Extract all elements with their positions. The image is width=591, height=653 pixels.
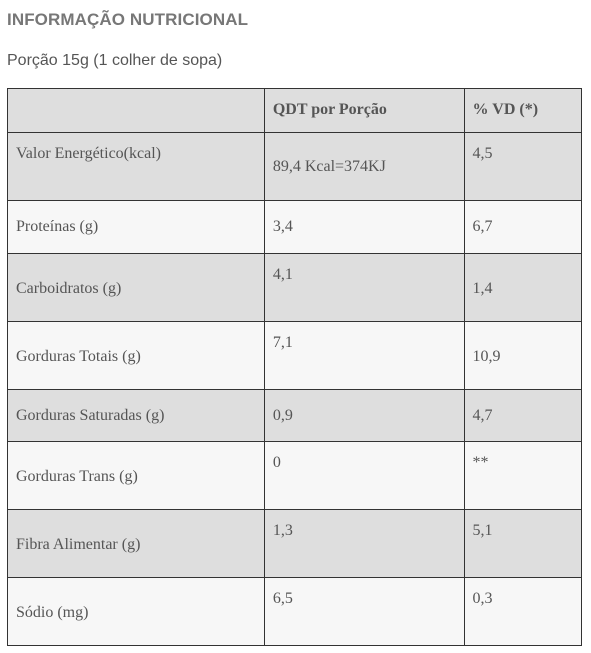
portion-text: Porção 15g (1 colher de sopa) <box>7 52 223 69</box>
header-blank-cell <box>7 88 265 133</box>
table-row: Gorduras Totais (g) 7,1 10,9 <box>7 321 583 390</box>
table-row: Gorduras Trans (g) 0 ** <box>7 441 583 510</box>
page-title: INFORMAÇÃO NUTRICIONAL <box>7 10 249 29</box>
header-vd: % VD (*) <box>463 88 583 133</box>
nutrient-qty: 0 <box>263 441 465 510</box>
nutrient-name: Sódio (mg) <box>7 577 265 646</box>
table-row: Gorduras Saturadas (g) 0,9 4,7 <box>7 389 583 442</box>
nutrient-vd: 6,7 <box>463 200 583 254</box>
nutrient-qty: 0,9 <box>263 389 465 442</box>
nutrient-qty: 1,3 <box>263 509 465 578</box>
table-row: Carboidratos (g) 4,1 1,4 <box>7 253 583 322</box>
nutrient-vd: 0,3 <box>463 577 583 646</box>
nutrient-name: Proteínas (g) <box>7 200 265 254</box>
nutrient-name: Valor Energético(kcal) <box>7 132 265 201</box>
nutrient-vd: 10,9 <box>463 321 583 390</box>
table-header-row: QDT por Porção % VD (*) <box>7 88 583 133</box>
nutrient-name: Gorduras Saturadas (g) <box>7 389 265 442</box>
nutrient-qty: 6,5 <box>263 577 465 646</box>
table-row: Valor Energético(kcal) 89,4 Kcal=374KJ 4… <box>7 132 583 201</box>
nutrient-name: Gorduras Totais (g) <box>7 321 265 390</box>
nutrient-vd: ** <box>463 441 583 510</box>
nutrition-table: QDT por Porção % VD (*) Valor Energético… <box>7 88 583 646</box>
nutrient-qty: 4,1 <box>263 253 465 322</box>
nutrient-qty: 3,4 <box>263 200 465 254</box>
nutrient-name: Fibra Alimentar (g) <box>7 509 265 578</box>
nutrient-vd: 5,1 <box>463 509 583 578</box>
table-row: Sódio (mg) 6,5 0,3 <box>7 577 583 646</box>
table-row: Fibra Alimentar (g) 1,3 5,1 <box>7 509 583 578</box>
nutrient-vd: 4,5 <box>463 132 583 201</box>
header-qty: QDT por Porção <box>263 88 465 133</box>
nutrient-vd: 1,4 <box>463 253 583 322</box>
nutrient-name: Gorduras Trans (g) <box>7 441 265 510</box>
nutrient-qty: 89,4 Kcal=374KJ <box>263 132 465 201</box>
nutrient-name: Carboidratos (g) <box>7 253 265 322</box>
nutrient-qty: 7,1 <box>263 321 465 390</box>
table-row: Proteínas (g) 3,4 6,7 <box>7 200 583 254</box>
nutrient-vd: 4,7 <box>463 389 583 442</box>
